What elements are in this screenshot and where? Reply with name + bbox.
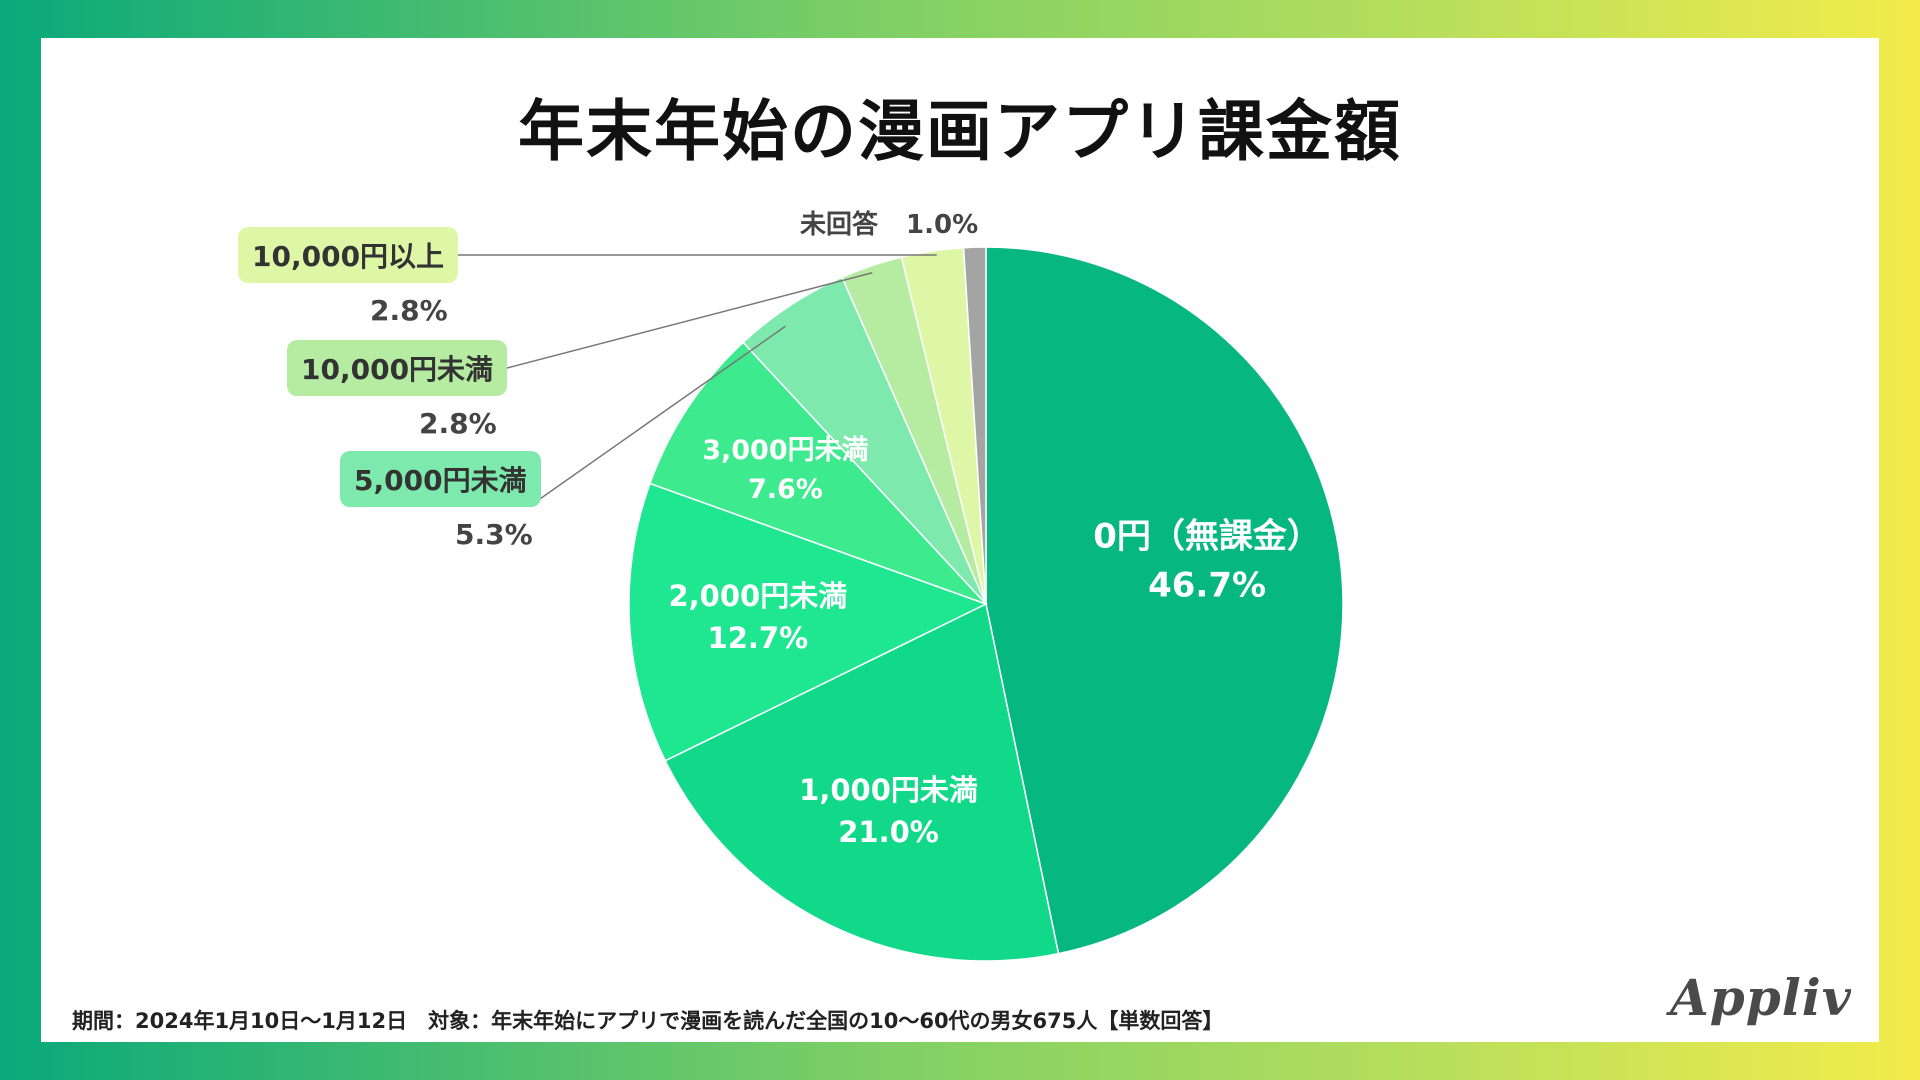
callout-percent-under-10000: 2.8% bbox=[419, 407, 497, 440]
callout-percent-under-5000: 5.3% bbox=[455, 518, 533, 551]
slice-percent: 21.0% bbox=[838, 814, 939, 849]
pie-slice bbox=[664, 602, 1060, 962]
slice-percent: 46.7% bbox=[1148, 566, 1267, 607]
slice-label-under-2000: 2,000円未満 12.7% bbox=[668, 575, 847, 659]
callout-percent-over-10000: 2.8% bbox=[370, 294, 448, 327]
leader-line-under-10000 bbox=[506, 272, 873, 369]
callout-unanswered: 未回答 1.0% bbox=[800, 204, 978, 241]
callout-box-under-5000: 5,000円未満 bbox=[340, 451, 541, 507]
leader-line-under-5000 bbox=[536, 325, 786, 502]
slice-category: 3,000円未満 bbox=[702, 435, 869, 467]
slice-label-under-1000: 1,000円未満 21.0% bbox=[799, 769, 978, 853]
slice-label-no-charge: 0円（無課金） 46.7% bbox=[1093, 513, 1321, 612]
chart-title: 年末年始の漫画アプリ課金額 bbox=[518, 93, 1402, 170]
appliv-logo: Appliv bbox=[1670, 968, 1852, 1027]
slice-label-under-3000: 3,000円未満 7.6% bbox=[702, 431, 868, 509]
slice-percent: 12.7% bbox=[707, 620, 809, 655]
pie-slice bbox=[628, 482, 988, 762]
slice-category: 0円（無課金） bbox=[1093, 516, 1321, 557]
callout-unanswered-label: 未回答 bbox=[800, 210, 879, 240]
footer-note: 期間：2024年1月10日〜1月12日 対象：年末年始にアプリで漫画を読んだ全国… bbox=[72, 1009, 1224, 1033]
pie-slice bbox=[648, 341, 987, 605]
callout-box-under-10000: 10,000円未満 bbox=[287, 340, 508, 396]
slice-percent: 7.6% bbox=[747, 474, 823, 506]
slice-category: 2,000円未満 bbox=[668, 578, 848, 613]
slice-category: 1,000円未満 bbox=[799, 772, 978, 807]
callout-unanswered-percent: 1.0% bbox=[906, 210, 979, 240]
pie-slice bbox=[962, 246, 987, 605]
pie-slice bbox=[985, 246, 1344, 955]
callout-box-over-10000: 10,000円以上 bbox=[238, 227, 459, 283]
